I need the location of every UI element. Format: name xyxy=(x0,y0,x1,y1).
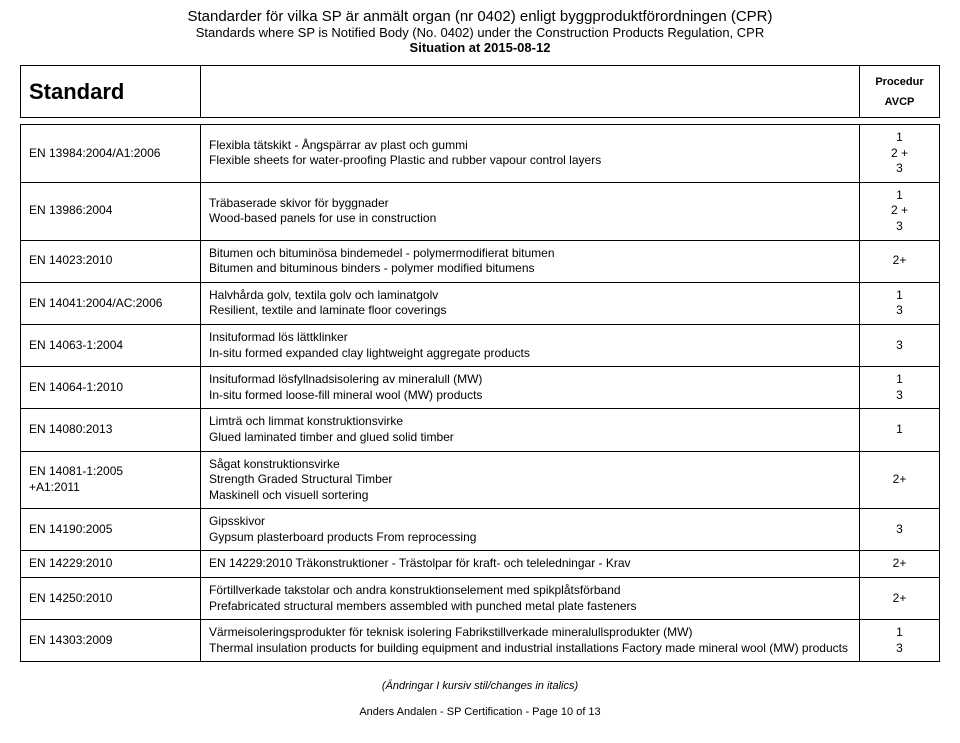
standard-code: EN 14064-1:2010 xyxy=(21,367,201,409)
standard-code: EN 14190:2005 xyxy=(21,509,201,551)
standard-code: EN 14023:2010 xyxy=(21,240,201,282)
header-row: Standard Procedur AVCP xyxy=(21,66,940,118)
description-swedish: Insituformad lösfyllnadsisolering av min… xyxy=(209,372,851,388)
description-english: Wood-based panels for use in constructio… xyxy=(209,211,851,227)
footer-changes-note: (Ändringar I kursiv stil/changes in ital… xyxy=(20,680,940,692)
avcp-value: 1 2 + 3 xyxy=(860,125,940,183)
standards-table: EN 13984:2004/A1:2006 Flexibla tätskikt -… xyxy=(20,124,940,662)
table-row: EN 14023:2010 Bitumen och bituminösa bind… xyxy=(21,240,940,282)
standard-description: Insituformad lösfyllnadsisolering av min… xyxy=(201,367,860,409)
standard-description: Förtillverkade takstolar och andra konst… xyxy=(201,578,860,620)
table-row: EN 14063-1:2004Insituformad lös lättklin… xyxy=(21,324,940,366)
standard-description: Träbaserade skivor för byggnaderWood-bas… xyxy=(201,182,860,240)
standard-description: Halvhårda golv, textila golv och laminat… xyxy=(201,282,860,324)
spacer xyxy=(868,88,931,96)
standard-code: EN 13984:2004/A1:2006 xyxy=(21,125,201,183)
table-row: EN 14229:2010 EN 14229:2010 Träkonstrukti… xyxy=(21,551,940,578)
title-swedish: Standarder för vilka SP är anmält organ … xyxy=(20,8,940,25)
standard-heading: Standard xyxy=(21,66,201,118)
description-english: Glued laminated timber and glued solid t… xyxy=(209,430,851,446)
standard-code: EN 14081-1:2005 +A1:2011 xyxy=(21,451,201,509)
description-swedish: Förtillverkade takstolar och andra konst… xyxy=(209,583,851,599)
standard-description: Insituformad lös lättklinkerIn-situ form… xyxy=(201,324,860,366)
description-english: Gypsum plasterboard products From reproc… xyxy=(209,530,851,546)
standard-description: Limträ och limmat konstruktionsvirkeGlue… xyxy=(201,409,860,451)
avcp-value: 1 3 xyxy=(860,282,940,324)
standard-description: Sågat konstruktionsvirkeStrength Graded … xyxy=(201,451,860,509)
description-extra: Maskinell och visuell sortering xyxy=(209,488,851,504)
standard-description: EN 14229:2010 Träkonstruktioner - Trästo… xyxy=(201,551,860,578)
description-english: In-situ formed expanded clay lightweight… xyxy=(209,346,851,362)
table-row: EN 14064-1:2010 Insituformad lösfyllnadsi… xyxy=(21,367,940,409)
description-swedish: Sågat konstruktionsvirke xyxy=(209,457,851,473)
footer-page-info: Anders Andalen - SP Certification - Page… xyxy=(20,706,940,718)
avcp-value: 3 xyxy=(860,324,940,366)
title-english: Standards where SP is Notified Body (No.… xyxy=(20,25,940,40)
table-row: EN 14041:2004/AC:2006 Halvhårda golv, tex… xyxy=(21,282,940,324)
description-swedish: Limträ och limmat konstruktionsvirke xyxy=(209,414,851,430)
header-empty-cell xyxy=(201,66,860,118)
standard-code: EN 14229:2010 xyxy=(21,551,201,578)
description-swedish: Bitumen och bituminösa bindemedel - poly… xyxy=(209,246,851,262)
table-row: EN 14190:2005GipsskivorGypsum plasterboa… xyxy=(21,509,940,551)
table-row: EN 14080:2013Limträ och limmat konstrukt… xyxy=(21,409,940,451)
standard-description: Flexibla tätskikt - Ångspärrar av plast … xyxy=(201,125,860,183)
standard-code: EN 14041:2004/AC:2006 xyxy=(21,282,201,324)
description-swedish: Insituformad lös lättklinker xyxy=(209,330,851,346)
table-row: EN 14081-1:2005 +A1:2011Sågat konstrukti… xyxy=(21,451,940,509)
description-swedish: Flexibla tätskikt - Ångspärrar av plast … xyxy=(209,138,851,154)
table-row: EN 14250:2010 Förtillverkade takstolar oc… xyxy=(21,578,940,620)
header-table: Standard Procedur AVCP xyxy=(20,65,940,118)
table-row: EN 13986:2004Träbaserade skivor för bygg… xyxy=(21,182,940,240)
page-header: Standarder för vilka SP är anmält organ … xyxy=(20,8,940,55)
standard-description: Bitumen och bituminösa bindemedel - poly… xyxy=(201,240,860,282)
table-row: EN 14303:2009 Värmeisoleringsprodukter fö… xyxy=(21,620,940,662)
avcp-value: 1 xyxy=(860,409,940,451)
standard-code: EN 14250:2010 xyxy=(21,578,201,620)
avcp-value: 2+ xyxy=(860,451,940,509)
standard-description: Värmeisoleringsprodukter för teknisk iso… xyxy=(201,620,860,662)
description-english: In-situ formed loose-fill mineral wool (… xyxy=(209,388,851,404)
procedure-label: Procedur xyxy=(868,76,931,88)
description-swedish: Halvhårda golv, textila golv och laminat… xyxy=(209,288,851,304)
avcp-value: 1 3 xyxy=(860,367,940,409)
description-english: Bitumen and bituminous binders - polymer… xyxy=(209,261,851,277)
avcp-value: 2+ xyxy=(860,240,940,282)
avcp-value: 2+ xyxy=(860,551,940,578)
standard-code: EN 13986:2004 xyxy=(21,182,201,240)
avcp-value: 1 3 xyxy=(860,620,940,662)
standard-code: EN 14080:2013 xyxy=(21,409,201,451)
description-english: Thermal insulation products for building… xyxy=(209,641,851,657)
standard-description: GipsskivorGypsum plasterboard products F… xyxy=(201,509,860,551)
description-english: Strength Graded Structural Timber xyxy=(209,472,851,488)
description-english: EN 14229:2010 Träkonstruktioner - Trästo… xyxy=(209,556,851,572)
description-swedish: Träbaserade skivor för byggnader xyxy=(209,196,851,212)
table-row: EN 13984:2004/A1:2006 Flexibla tätskikt -… xyxy=(21,125,940,183)
avcp-value: 2+ xyxy=(860,578,940,620)
avcp-value: 1 2 + 3 xyxy=(860,182,940,240)
description-english: Prefabricated structural members assembl… xyxy=(209,599,851,615)
procedure-heading: Procedur AVCP xyxy=(860,66,940,118)
avcp-label: AVCP xyxy=(868,96,931,108)
avcp-value: 3 xyxy=(860,509,940,551)
description-swedish: Gipsskivor xyxy=(209,514,851,530)
description-english: Flexible sheets for water-proofing Plast… xyxy=(209,153,851,169)
description-english: Resilient, textile and laminate floor co… xyxy=(209,303,851,319)
standard-code: EN 14303:2009 xyxy=(21,620,201,662)
situation-date: Situation at 2015-08-12 xyxy=(20,40,940,55)
standard-code: EN 14063-1:2004 xyxy=(21,324,201,366)
description-swedish: Värmeisoleringsprodukter för teknisk iso… xyxy=(209,625,851,641)
